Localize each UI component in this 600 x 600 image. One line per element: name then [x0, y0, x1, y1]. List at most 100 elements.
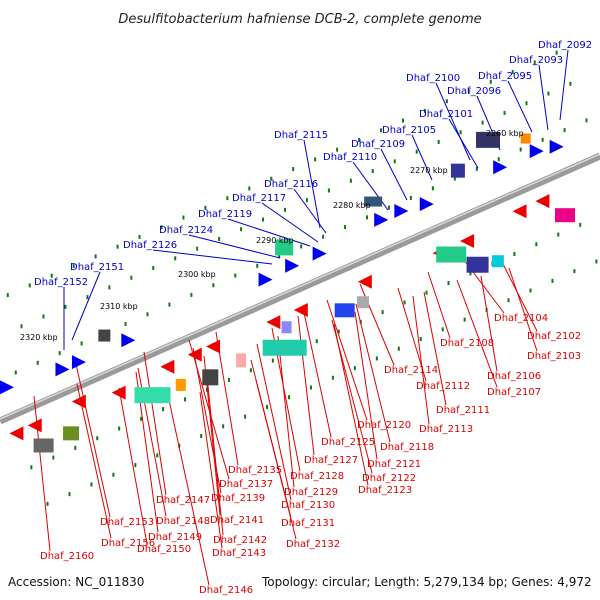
gene-label-bottom: Dhaf_2156: [101, 538, 155, 549]
backbone-line: [0, 152, 600, 425]
gene-block: [491, 255, 504, 268]
gene-label-top: Dhaf_2092: [538, 40, 592, 51]
forward-gene-arrow: [549, 139, 564, 154]
gene-label-bottom: Dhaf_2131: [281, 518, 335, 529]
gene-block: [134, 387, 171, 404]
forward-gene-arrow: [374, 212, 389, 227]
gene-label-top: Dhaf_2117: [232, 193, 286, 204]
gene-label-top: Dhaf_2110: [323, 152, 377, 163]
gene-block: [98, 329, 111, 342]
leader-line-top: [293, 188, 327, 234]
gene-labels: 2320 kbp 2310 kbp 2300 kbp 2290 kbp 2280 kbp…: [20, 40, 592, 596]
leader-line-bottom: [143, 351, 167, 496]
gene-label-bottom: Dhaf_2125: [321, 437, 375, 448]
gene-label-top: Dhaf_2126: [123, 240, 177, 251]
forward-gene-arrow: [121, 333, 136, 348]
leader-line-bottom: [302, 307, 332, 438]
gene-label-bottom: Dhaf_2150: [137, 544, 191, 555]
gene-label-top: Dhaf_2151: [70, 262, 124, 273]
scale-label: 2290 kbp: [256, 236, 294, 245]
gene-label-bottom: Dhaf_2128: [290, 471, 344, 482]
gene-label-bottom: Dhaf_2160: [40, 551, 94, 562]
leader-line-top: [152, 249, 273, 265]
leader-line-bottom: [297, 315, 315, 456]
forward-gene-arrow: [394, 203, 409, 218]
scale-ticks: [6, 50, 598, 506]
backbone-highlight: [0, 153, 600, 420]
leader-line-bottom: [76, 383, 112, 539]
reverse-gene-arrow: [512, 204, 527, 219]
gene-label-top: Dhaf_2115: [274, 130, 328, 141]
leader-line-bottom: [412, 295, 430, 425]
map-title: Desulfitobacterium hafniense DCB-2, comp…: [118, 12, 481, 27]
reverse-gene-arrow: [293, 303, 308, 318]
leader-line-bottom: [359, 283, 395, 366]
gene-block: [63, 426, 80, 441]
gene-label-bottom: Dhaf_2122: [362, 473, 416, 484]
leader-line-bottom: [215, 331, 239, 466]
gene-label-bottom: Dhaf_2135: [228, 465, 282, 476]
gene-label-bottom: Dhaf_2127: [304, 455, 358, 466]
gene-block: [364, 196, 383, 207]
gene-label-bottom: Dhaf_2121: [367, 459, 421, 470]
leader-line-bottom: [206, 375, 224, 536]
reverse-gene-arrow: [460, 233, 475, 248]
gene-label-bottom: Dhaf_2111: [436, 405, 490, 416]
gene-label-bottom: Dhaf_2118: [380, 442, 434, 453]
gene-label-bottom: Dhaf_2102: [527, 331, 581, 342]
leader-line-top: [303, 139, 321, 229]
leader-line-top: [352, 161, 389, 211]
gene-label-top: Dhaf_2124: [159, 225, 213, 236]
gene-block: [555, 208, 576, 223]
forward-gene-arrow: [71, 355, 86, 370]
leader-line-bottom: [33, 395, 51, 552]
gene-label-bottom: Dhaf_2137: [219, 479, 273, 490]
accession-text: Accession: NC_011830: [8, 575, 144, 589]
reverse-gene-arrow: [187, 347, 202, 362]
forward-gene-arrow: [258, 272, 273, 287]
leader-line-top: [261, 202, 319, 243]
gene-block: [236, 353, 247, 368]
leader-line-bottom: [508, 267, 538, 352]
gene-block: [202, 369, 219, 386]
reverse-gene-arrow: [71, 394, 86, 409]
leader-line-top: [538, 64, 549, 131]
reverse-gene-arrow: [266, 315, 281, 330]
gene-label-bottom: Dhaf_2143: [212, 548, 266, 559]
reverse-gene-arrow: [357, 274, 372, 289]
leader-line-top: [227, 218, 311, 247]
gene-label-bottom: Dhaf_2139: [211, 493, 265, 504]
leader-line-bottom: [423, 291, 447, 406]
gene-label-top: Dhaf_2152: [34, 277, 88, 288]
gene-label-top: Dhaf_2101: [419, 109, 473, 120]
leader-line-bottom: [75, 363, 111, 518]
gene-label-bottom: Dhaf_2106: [487, 371, 541, 382]
gene-label-bottom: Dhaf_2129: [284, 487, 338, 498]
leader-line-bottom: [277, 335, 295, 488]
forward-gene-arrow: [419, 197, 434, 212]
scale-label: 2310 kbp: [100, 302, 138, 311]
scale-label: 2260 kbp: [486, 129, 524, 138]
gene-label-bottom: Dhaf_2104: [494, 313, 548, 324]
gene-block: [436, 246, 467, 263]
gene-label-bottom: Dhaf_2103: [527, 351, 581, 362]
forward-gene-arrow: [312, 246, 327, 261]
leader-line-top: [411, 134, 433, 181]
gene-label-bottom: Dhaf_2132: [286, 539, 340, 550]
gene-label-bottom: Dhaf_2112: [416, 381, 470, 392]
gene-label-top: Dhaf_2119: [198, 209, 252, 220]
leader-line-bottom: [256, 343, 292, 501]
gene-label-bottom: Dhaf_2146: [199, 585, 253, 596]
gene-block: [356, 296, 369, 309]
leader-line-bottom: [502, 263, 538, 332]
gene-label-bottom: Dhaf_2141: [210, 515, 264, 526]
gene-block: [334, 303, 355, 318]
leader-line-bottom: [118, 387, 148, 545]
gene-block: [275, 239, 294, 256]
scale-label: 2300 kbp: [178, 270, 216, 279]
gene-block: [476, 131, 501, 148]
forward-gene-arrow: [0, 380, 14, 395]
leader-line-bottom: [326, 299, 368, 421]
leader-line-top: [448, 118, 479, 169]
forward-gene-arrow: [285, 258, 300, 273]
